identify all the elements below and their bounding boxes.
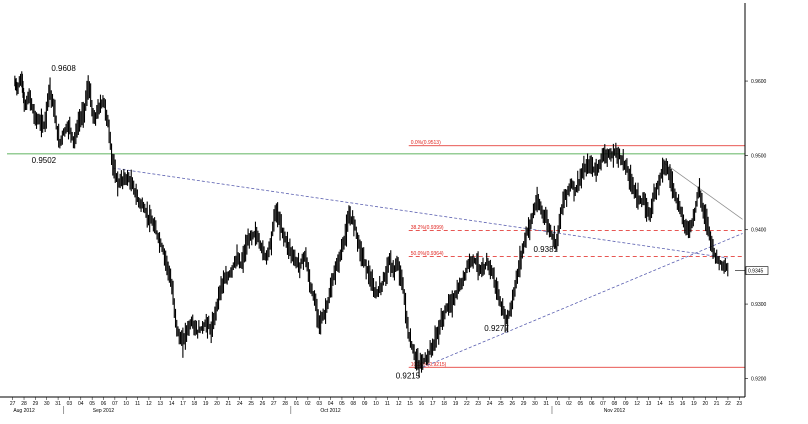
- x-tick-label: 29: [33, 401, 39, 407]
- x-tick-label: 30: [44, 401, 50, 407]
- trendline: [112, 167, 728, 259]
- x-tick-label: 25: [248, 401, 254, 407]
- x-tick-label: 26: [509, 401, 515, 407]
- x-tick-label: 19: [453, 401, 459, 407]
- x-month-label: Nov 2012: [604, 408, 626, 414]
- x-tick-label: 25: [498, 401, 504, 407]
- x-tick-label: 19: [691, 401, 697, 407]
- price-annotation: 0.9381: [534, 245, 559, 254]
- x-tick-label: 08: [351, 401, 357, 407]
- x-tick-label: 16: [419, 401, 425, 407]
- x-tick-label: 20: [702, 401, 708, 407]
- y-tick-label: 0.9500: [751, 153, 767, 159]
- x-month-label: Oct 2012: [320, 408, 341, 414]
- x-tick-label: 18: [192, 401, 198, 407]
- candles: [14, 71, 729, 378]
- x-tick-label: 01: [294, 401, 300, 407]
- x-tick-label: 22: [725, 401, 731, 407]
- x-tick-label: 11: [385, 401, 390, 407]
- x-tick-label: 12: [634, 401, 640, 407]
- x-tick-label: 07: [600, 401, 606, 407]
- x-tick-label: 05: [339, 401, 345, 407]
- axes: 0.9200 0.9300 0.9400 0.9500 0.9600 27 28 29 30 31…: [0, 3, 767, 414]
- x-tick-label: 31: [55, 401, 61, 407]
- x-tick-label: 27: [10, 401, 16, 407]
- x-tick-label: 10: [373, 401, 379, 407]
- x-tick-label: 05: [578, 401, 584, 407]
- x-tick-label: 23: [475, 401, 481, 407]
- x-tick-label: 27: [271, 401, 277, 407]
- x-tick-label: 11: [135, 401, 140, 407]
- x-tick-label: 24: [487, 401, 493, 407]
- x-tick-label: 28: [282, 401, 288, 407]
- trendlines: [112, 162, 743, 368]
- x-tick-label: 31: [544, 401, 550, 407]
- x-tick-label: 01: [555, 401, 561, 407]
- price-annotation: 0.9277: [484, 324, 509, 333]
- x-tick-label: 08: [612, 401, 618, 407]
- y-tick-label: 0.9600: [751, 79, 767, 85]
- current-price-box: [745, 266, 769, 275]
- x-tick-label: 19: [203, 401, 209, 407]
- x-tick-label: 13: [157, 401, 163, 407]
- price-annotation: 0.9215: [396, 371, 421, 380]
- x-tick-label: 04: [328, 401, 334, 407]
- x-tick-label: 22: [464, 401, 470, 407]
- x-tick-label: 15: [407, 401, 413, 407]
- x-tick-label: 03: [316, 401, 322, 407]
- fib-level-label: 0.0%(0.9513): [411, 140, 441, 146]
- x-tick-label: 06: [101, 401, 107, 407]
- x-tick-label: 04: [78, 401, 84, 407]
- x-tick-label: 02: [305, 401, 311, 407]
- x-tick-label: 02: [566, 401, 572, 407]
- x-tick-label: 29: [521, 401, 527, 407]
- y-tick-label: 0.9400: [751, 228, 767, 234]
- x-tick-label: 12: [146, 401, 152, 407]
- x-tick-label: 12: [396, 401, 402, 407]
- x-tick-label: 05: [89, 401, 95, 407]
- x-tick-label: 17: [180, 401, 186, 407]
- x-month-label: Aug 2012: [13, 408, 35, 414]
- x-tick-label: 16: [680, 401, 686, 407]
- x-tick-label: 30: [532, 401, 538, 407]
- x-tick-label: 14: [657, 401, 663, 407]
- trendline: [663, 162, 743, 220]
- x-month-label: Sep 2012: [93, 408, 115, 414]
- x-tick-label: 24: [237, 401, 243, 407]
- trendline: [422, 233, 743, 368]
- x-tick-label: 15: [668, 401, 674, 407]
- x-tick-label: 06: [589, 401, 595, 407]
- annotation-labels: 0.9608 0.9502 0.9381 0.9277 0.9215 0.9345: [32, 64, 769, 380]
- x-tick-label: 13: [646, 401, 652, 407]
- x-tick-label: 03: [67, 401, 73, 407]
- y-tick-label: 0.9200: [751, 376, 767, 382]
- x-tick-label: 14: [169, 401, 175, 407]
- x-tick-label: 07: [112, 401, 118, 407]
- x-tick-label: 26: [260, 401, 266, 407]
- x-tick-label: 17: [430, 401, 436, 407]
- price-annotation: 0.9608: [51, 64, 76, 73]
- x-tick-label: 21: [714, 401, 720, 407]
- current-price-label: 0.9345: [748, 269, 764, 275]
- x-tick-label: 18: [441, 401, 447, 407]
- x-tick-label: 09: [362, 401, 368, 407]
- x-tick-label: 09: [623, 401, 629, 407]
- x-tick-label: 23: [737, 401, 743, 407]
- price-annotation: 0.9502: [32, 156, 57, 165]
- y-tick-label: 0.9300: [751, 302, 767, 308]
- fib-level-label: 50.0%(0.9364): [411, 251, 444, 257]
- x-tick-label: 20: [214, 401, 220, 407]
- x-tick-label: 28: [21, 401, 27, 407]
- x-tick-label: 21: [226, 401, 232, 407]
- x-tick-label: 10: [123, 401, 129, 407]
- fib-level-label: 38.2%(0.9399): [411, 225, 444, 231]
